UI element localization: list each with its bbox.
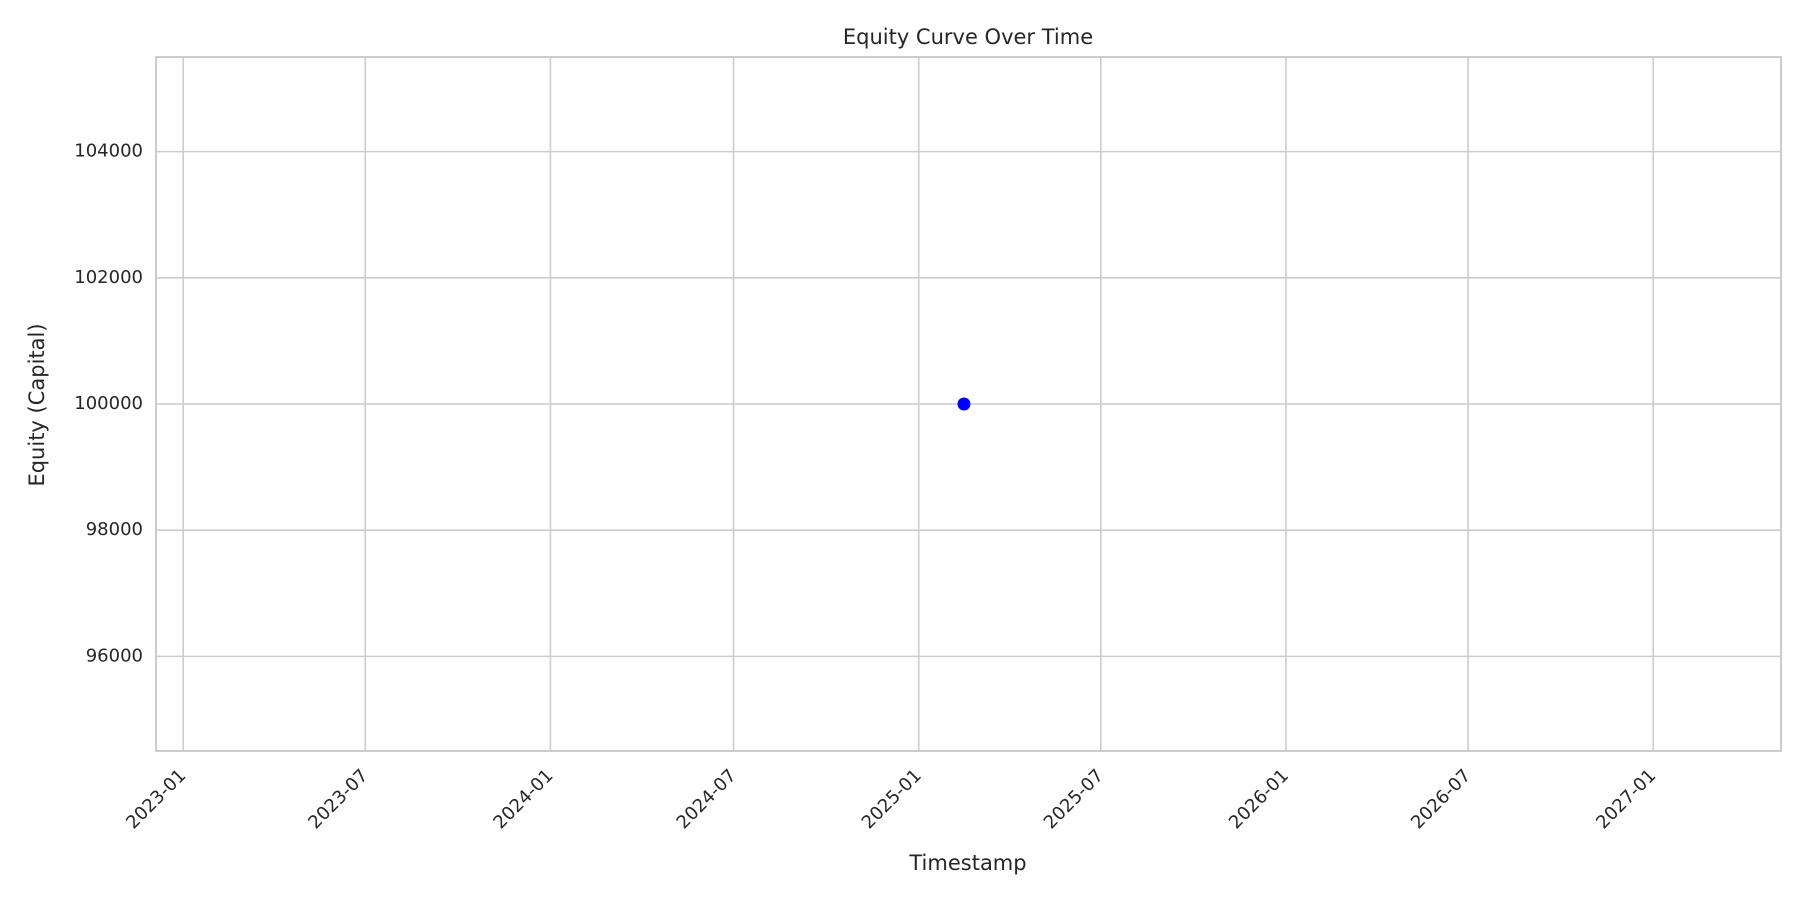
y-tick-label: 98000 — [86, 519, 143, 540]
y-tick-label: 100000 — [74, 393, 143, 414]
axes-layer — [155, 56, 1782, 752]
y-tick-label: 102000 — [74, 267, 143, 288]
y-axis-title: Equity (Capital) — [25, 323, 49, 486]
data-point — [957, 397, 971, 411]
y-tick-label: 104000 — [74, 141, 143, 162]
chart-title: Equity Curve Over Time — [843, 25, 1093, 49]
plot-layer — [957, 397, 971, 411]
y-tick-label: 96000 — [86, 645, 143, 666]
plot-frame — [155, 56, 1782, 752]
x-axis-title: Timestamp — [908, 851, 1026, 875]
y-tick-labels: 96000 98000 100000 102000 104000 — [74, 141, 143, 667]
